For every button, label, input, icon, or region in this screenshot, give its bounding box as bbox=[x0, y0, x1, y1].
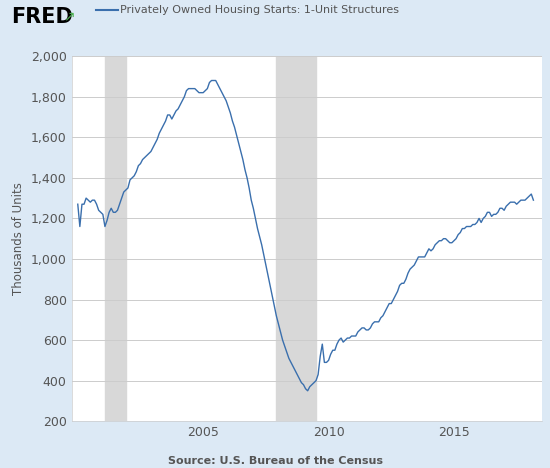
Text: Privately Owned Housing Starts: 1-Unit Structures: Privately Owned Housing Starts: 1-Unit S… bbox=[120, 5, 399, 15]
Text: Source: U.S. Bureau of the Census: Source: U.S. Bureau of the Census bbox=[168, 456, 382, 466]
Bar bbox=[105, 56, 126, 421]
Y-axis label: Thousands of Units: Thousands of Units bbox=[12, 182, 25, 295]
Bar bbox=[276, 56, 316, 421]
Text: FRED: FRED bbox=[11, 7, 73, 27]
Text: ↗: ↗ bbox=[63, 9, 75, 23]
